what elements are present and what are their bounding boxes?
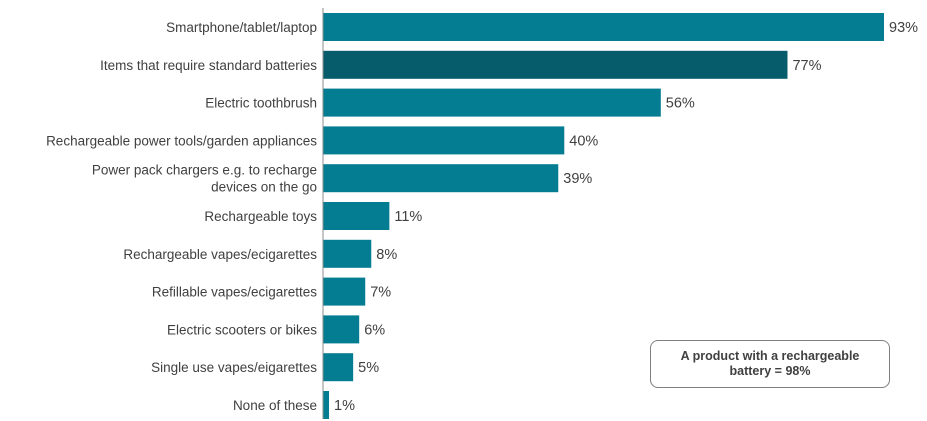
category-label-7: Refillable vapes/ecigarettes xyxy=(152,285,317,300)
bar-1 xyxy=(323,50,788,79)
value-label-1: 77% xyxy=(792,58,821,74)
callout-line-2: battery = 98% xyxy=(729,364,811,378)
bar-10 xyxy=(323,391,330,419)
bar-2 xyxy=(323,88,661,117)
category-label-2: Electric toothbrush xyxy=(205,96,317,111)
category-labels-group: Smartphone/tablet/laptop Items that requi… xyxy=(46,20,317,413)
bar-5 xyxy=(323,202,390,230)
value-label-4: 39% xyxy=(563,171,592,187)
category-label-3: Rechargeable power tools/garden applianc… xyxy=(46,133,317,148)
callout-line-1: A product with a rechargeable xyxy=(680,349,860,363)
value-label-7: 7% xyxy=(370,285,391,301)
bar-6 xyxy=(323,239,372,268)
category-label-5: Rechargeable toys xyxy=(204,209,317,224)
bar-3 xyxy=(323,126,565,155)
category-label-10: None of these xyxy=(233,398,317,413)
value-label-8: 6% xyxy=(364,322,385,338)
value-labels-group: 93% 77% 56% 40% 39% 11% 8% 7% 6% 5% 1% xyxy=(334,20,918,414)
bar-4 xyxy=(323,164,559,193)
bar-9 xyxy=(323,353,354,382)
category-label-8: Electric scooters or bikes xyxy=(167,322,317,337)
category-label-9: Single use vapes/eigarettes xyxy=(151,360,317,375)
category-label-1: Items that require standard batteries xyxy=(100,58,317,73)
value-label-6: 8% xyxy=(376,247,397,263)
rechargeable-total-callout: A product with a rechargeable battery = … xyxy=(650,340,890,388)
category-label-0: Smartphone/tablet/laptop xyxy=(166,20,317,35)
value-label-3: 40% xyxy=(569,133,598,149)
bars-group xyxy=(323,13,884,419)
value-label-2: 56% xyxy=(666,96,695,112)
category-label-6: Rechargeable vapes/ecigarettes xyxy=(123,247,317,262)
category-label-4: Power pack chargers e.g. to recharge devi… xyxy=(92,163,317,195)
bar-8 xyxy=(323,315,360,344)
value-label-9: 5% xyxy=(358,360,379,376)
bar-0 xyxy=(323,13,884,41)
value-label-5: 11% xyxy=(394,209,422,225)
value-label-0: 93% xyxy=(889,20,918,36)
value-label-10: 1% xyxy=(334,398,355,414)
bar-7 xyxy=(323,277,366,306)
